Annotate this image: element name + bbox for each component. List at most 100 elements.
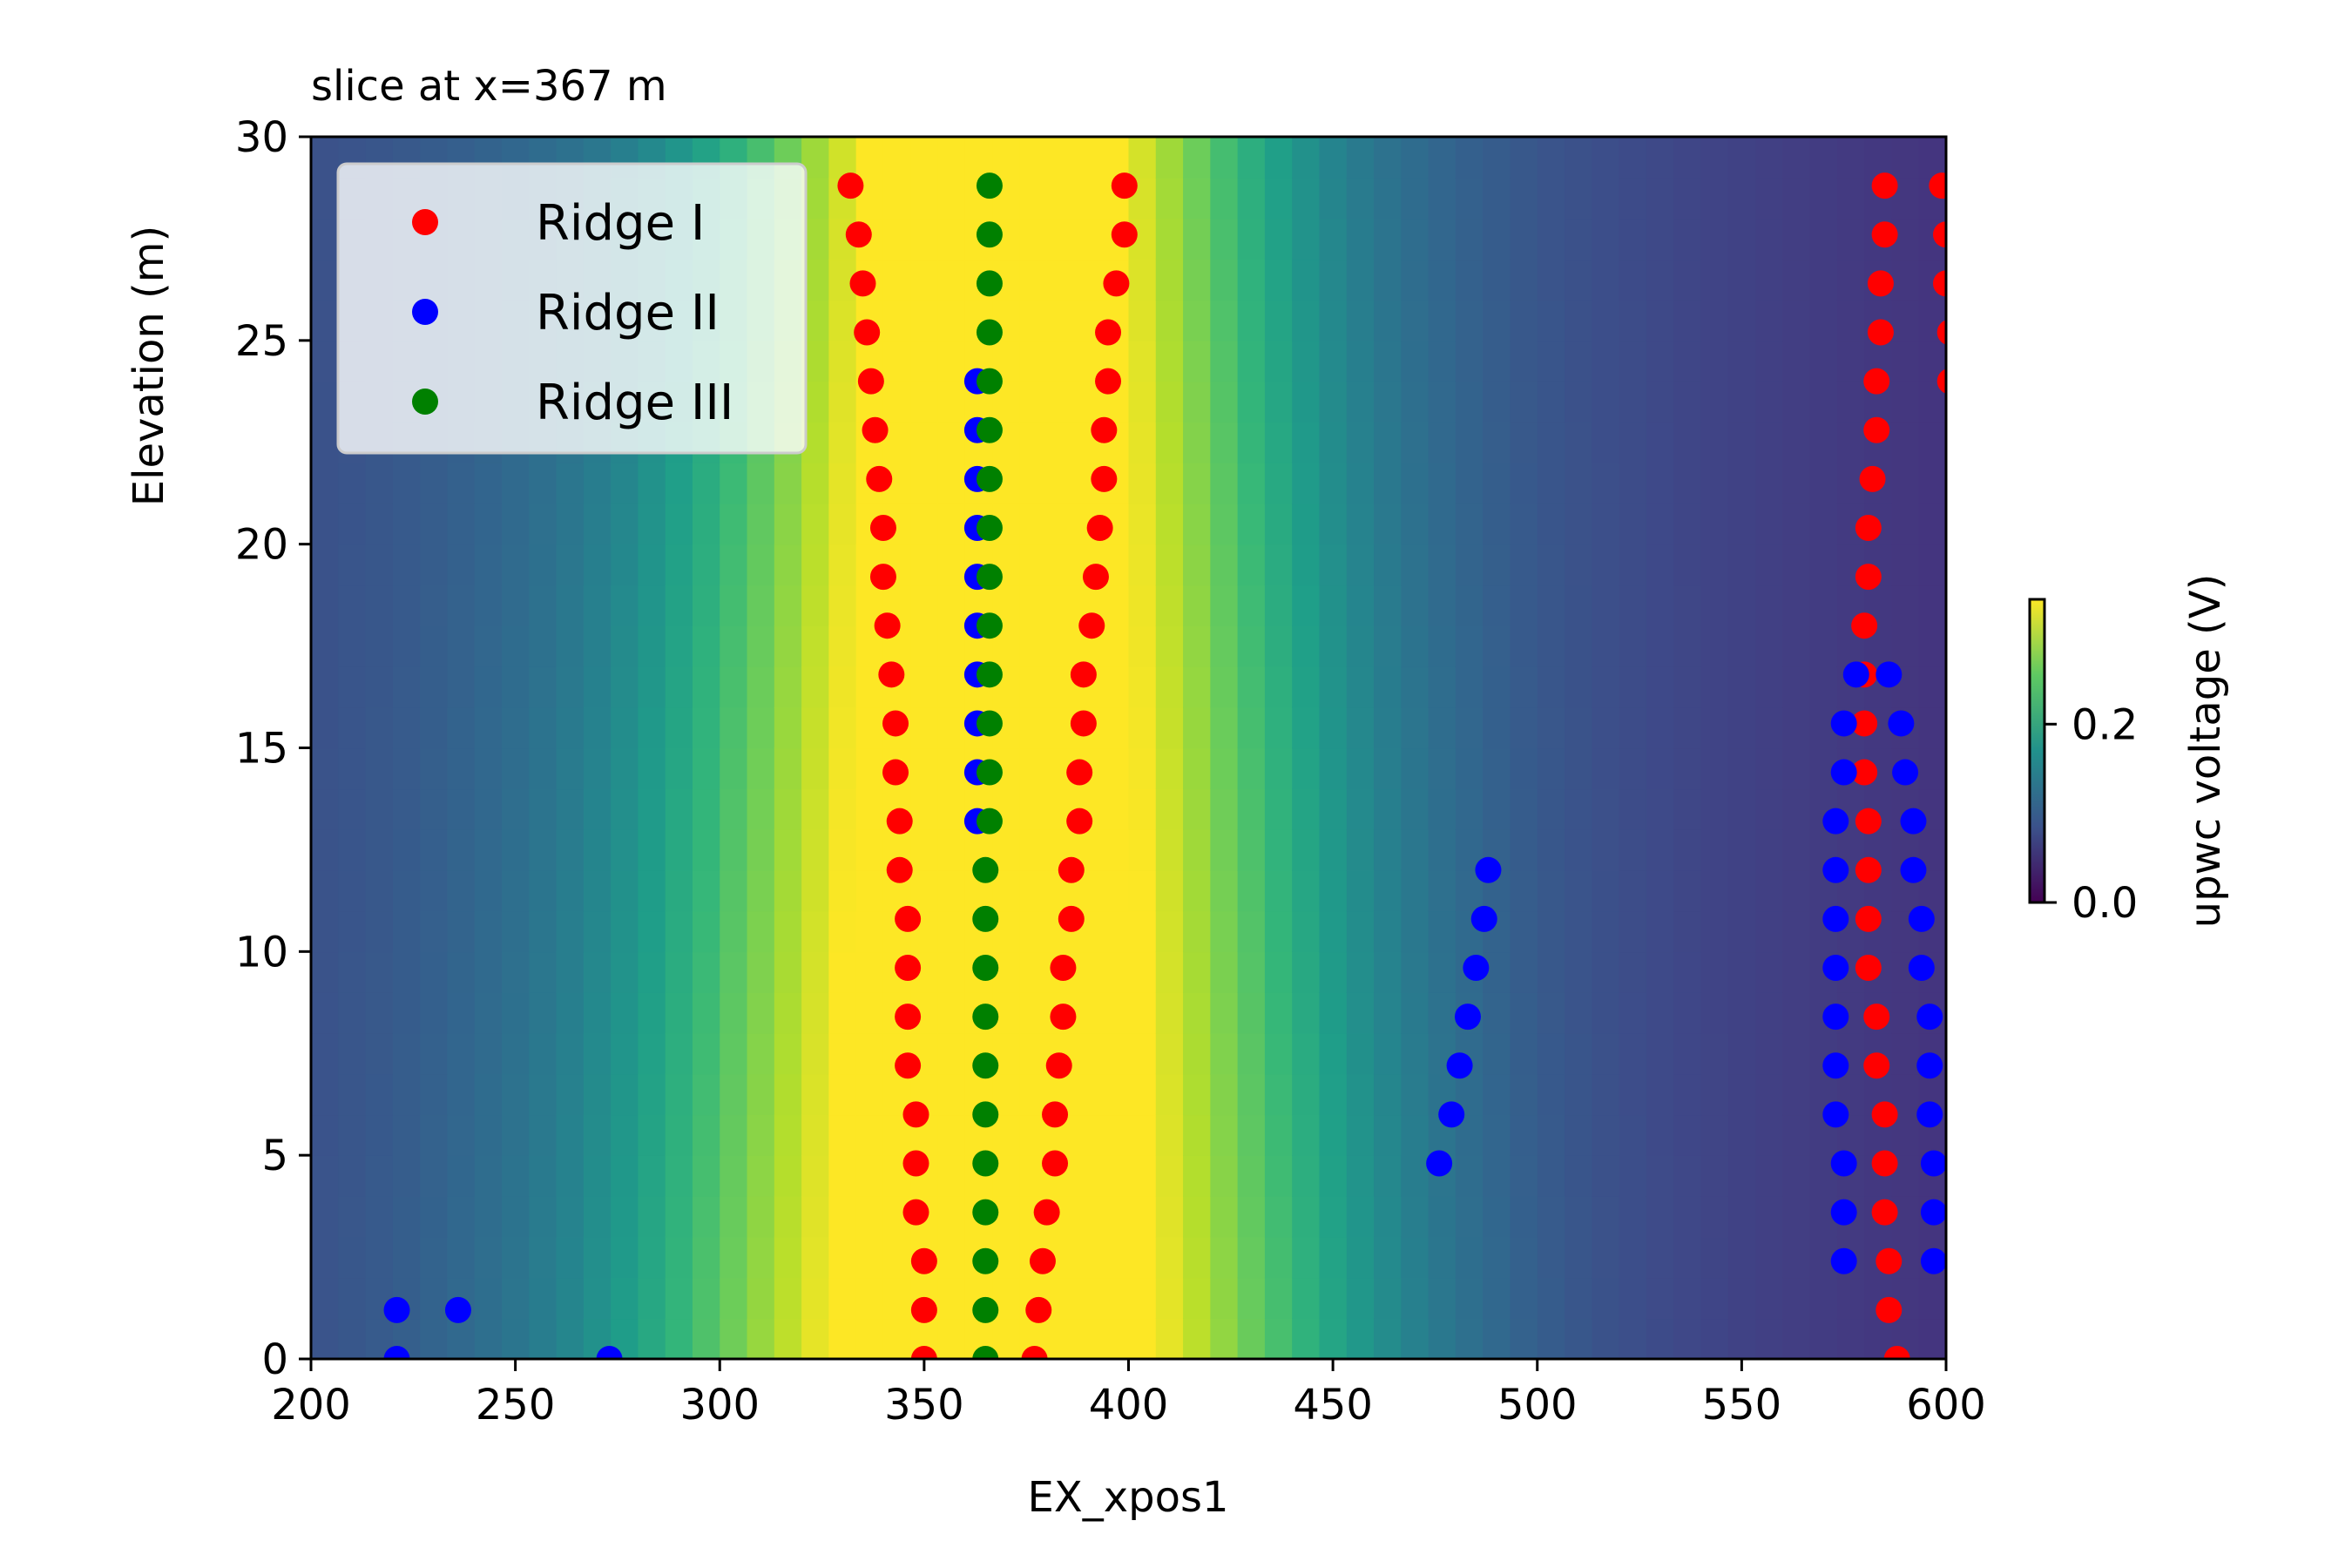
- heatmap-cell: [1128, 1236, 1157, 1279]
- heatmap-cell: [1319, 259, 1348, 301]
- heatmap-cell: [1264, 1195, 1293, 1238]
- marker-ridge-i: [1863, 1004, 1890, 1031]
- heatmap-cell: [474, 1155, 503, 1197]
- heatmap-cell: [338, 788, 367, 830]
- marker-ridge-iii: [976, 172, 1003, 199]
- marker-ridge-ii: [1920, 1150, 1946, 1177]
- heatmap-cell: [1836, 1318, 1865, 1359]
- heatmap-cell: [1727, 1114, 1756, 1156]
- heatmap-cell: [1346, 1195, 1375, 1238]
- heatmap-cell: [501, 625, 531, 667]
- heatmap-cell: [747, 1032, 775, 1075]
- heatmap-cell: [828, 544, 857, 586]
- heatmap-cell: [1700, 340, 1729, 382]
- heatmap-cell: [1183, 422, 1212, 463]
- marker-ridge-i: [895, 905, 922, 932]
- heatmap-cell: [1101, 666, 1130, 708]
- heatmap-cell: [1346, 1114, 1375, 1156]
- heatmap-cell: [501, 1195, 531, 1238]
- heatmap-cell: [1128, 1073, 1157, 1116]
- heatmap-cell: [1537, 1277, 1565, 1320]
- heatmap-cell: [501, 992, 531, 1034]
- heatmap-cell: [1292, 625, 1321, 667]
- heatmap-cell: [365, 992, 394, 1034]
- heatmap-cell: [1646, 1073, 1674, 1116]
- heatmap-cell: [1483, 1277, 1511, 1320]
- heatmap-cell: [1264, 1318, 1293, 1359]
- y-tick-label: 20: [235, 521, 288, 570]
- heatmap-cell: [1155, 666, 1184, 708]
- heatmap-cell: [1510, 1318, 1538, 1359]
- heatmap-cell: [1700, 585, 1729, 626]
- heatmap-cell: [447, 1114, 476, 1156]
- heatmap-cell: [937, 503, 966, 545]
- heatmap-cell: [1483, 422, 1511, 463]
- heatmap-cell: [1727, 300, 1756, 341]
- heatmap-cell: [1210, 1277, 1239, 1320]
- marker-ridge-i: [857, 368, 884, 395]
- heatmap-cell: [1619, 1195, 1647, 1238]
- heatmap-cell: [910, 381, 939, 423]
- heatmap-cell: [1319, 951, 1348, 993]
- heatmap-cell: [1292, 259, 1321, 301]
- heatmap-cell: [1319, 1318, 1348, 1359]
- heatmap-cell: [1046, 381, 1075, 423]
- heatmap-cell: [1319, 422, 1348, 463]
- heatmap-cell: [365, 1155, 394, 1197]
- heatmap-cell: [556, 747, 585, 790]
- heatmap-cell: [1292, 218, 1321, 260]
- heatmap-cell: [1183, 1277, 1212, 1320]
- heatmap-cell: [1918, 463, 1946, 504]
- heatmap-cell: [1292, 1032, 1321, 1075]
- heatmap-cell: [1428, 422, 1456, 463]
- heatmap-cell: [1128, 829, 1157, 871]
- heatmap-cell: [1592, 544, 1620, 586]
- heatmap-cell: [801, 625, 830, 667]
- heatmap-cell: [1727, 340, 1756, 382]
- heatmap-cell: [1809, 422, 1838, 463]
- heatmap-cell: [1046, 544, 1075, 586]
- marker-ridge-i: [910, 1247, 937, 1274]
- heatmap-cell: [611, 1195, 639, 1238]
- heatmap-cell: [1755, 829, 1784, 871]
- heatmap-cell: [1673, 259, 1702, 301]
- heatmap-cell: [1428, 585, 1456, 626]
- heatmap-cell: [1128, 1155, 1157, 1197]
- marker-ridge-i: [895, 955, 922, 982]
- heatmap-cell: [747, 666, 775, 708]
- heatmap-cell: [1019, 788, 1048, 830]
- heatmap-cell: [501, 869, 531, 912]
- marker-ridge-iii: [976, 759, 1003, 786]
- heatmap-cell: [692, 829, 721, 871]
- heatmap-cell: [638, 1318, 666, 1359]
- heatmap-cell: [1428, 381, 1456, 423]
- heatmap-cell: [1782, 177, 1811, 220]
- heatmap-cell: [1809, 137, 1838, 179]
- heatmap-cell: [1264, 666, 1293, 708]
- heatmap-cell: [1727, 218, 1756, 260]
- heatmap-cell: [420, 951, 449, 993]
- heatmap-cell: [774, 951, 802, 993]
- heatmap-cell: [937, 1236, 966, 1279]
- heatmap-cell: [392, 503, 421, 545]
- heatmap-cell: [1346, 869, 1375, 912]
- heatmap-cell: [1155, 340, 1184, 382]
- heatmap-cell: [447, 625, 476, 667]
- heatmap-cell: [1374, 585, 1402, 626]
- heatmap-cell: [1565, 463, 1593, 504]
- marker-ridge-ii: [1900, 808, 1927, 835]
- heatmap-cell: [1346, 1318, 1375, 1359]
- heatmap-cell: [692, 1032, 721, 1075]
- heatmap-cell: [1346, 1277, 1375, 1320]
- heatmap-cell: [1891, 137, 1920, 179]
- marker-ridge-ii: [596, 1346, 623, 1359]
- heatmap-cell: [665, 463, 693, 504]
- heatmap-cell: [1346, 544, 1375, 586]
- marker-ridge-iii: [972, 955, 999, 982]
- marker-ridge-i: [886, 808, 913, 835]
- heatmap-cell: [1374, 503, 1402, 545]
- heatmap-cell: [1646, 706, 1674, 749]
- heatmap-cell: [529, 1032, 558, 1075]
- heatmap-cell: [1455, 463, 1484, 504]
- heatmap-cell: [1155, 1073, 1184, 1116]
